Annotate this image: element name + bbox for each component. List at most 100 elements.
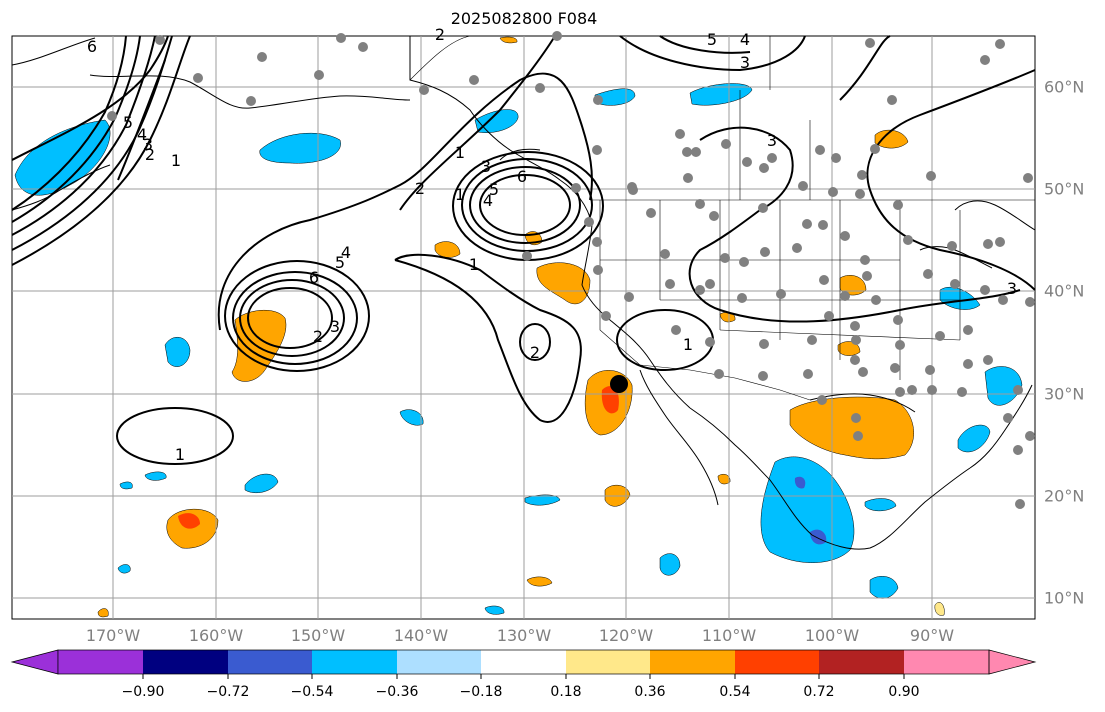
contour-label: 3 [481,157,491,176]
lon-label: 170°W [85,626,141,645]
lon-label: 90°W [909,626,955,645]
lon-label: 110°W [701,626,757,645]
station-dot [850,355,860,365]
contour-label: 5 [707,30,717,49]
station-dot [592,145,602,155]
station-dot [935,331,945,341]
colorbar [10,649,1037,679]
lon-label: 120°W [598,626,654,645]
station-dot [983,239,993,249]
station-dot [695,199,705,209]
contour-label: 3 [1007,279,1017,298]
station-dot [1015,499,1025,509]
station-dot [895,340,905,350]
station-dot [860,255,870,265]
colorbar-min-arrow [10,649,59,675]
station-dot [851,413,861,423]
station-dot [792,243,802,253]
contour-label: 2 [435,25,445,44]
station-dot [665,279,675,289]
station-dot [705,279,715,289]
station-dot [850,321,860,331]
contour-label: 1 [683,335,693,354]
contour-label: 3 [767,131,777,150]
station-dot [358,42,368,52]
station-dot [927,385,937,395]
station-dot [865,38,875,48]
station-dot [963,359,973,369]
station-dot [893,315,903,325]
station-dot [853,431,863,441]
contour-label: 3 [330,317,340,336]
colorbar-segment [143,650,228,674]
station-dot [957,387,967,397]
station-dot [601,311,611,321]
station-dot [682,147,692,157]
colorbar-tick: 0.54 [719,684,751,700]
colorbar-tick: −0.18 [459,684,503,700]
station-dot [871,295,881,305]
contour-label: 2 [313,327,323,346]
colorbar-segment [481,650,566,674]
contour-label: 1 [455,143,465,162]
station-dot [802,219,812,229]
station-dot [995,39,1005,49]
contour-label: 2 [145,145,155,164]
station-markers [107,31,1035,509]
station-dot [818,220,828,230]
station-dot [691,147,701,157]
station-dot [107,111,117,121]
station-dot [840,231,850,241]
station-dot [593,265,603,275]
station-dot [646,208,656,218]
contour-label: 3 [143,135,153,154]
station-dot [246,96,256,106]
colorbar-tick: 0.36 [634,684,666,700]
contour-label: 3 [740,53,750,72]
station-dot [831,153,841,163]
station-dot [828,187,838,197]
lat-label: 50°N [1044,179,1085,199]
station-dot [1025,431,1035,441]
station-dot [552,31,562,41]
station-dot [980,55,990,65]
contour-label: 6 [517,167,527,186]
contour-label: 1 [455,185,465,204]
station-dot [767,153,777,163]
lat-label: 10°N [1044,588,1085,608]
contour-label: 4 [740,30,750,49]
colorbar-tick: 0.18 [550,684,582,700]
station-dot [926,171,936,181]
station-dot [1025,297,1035,307]
station-dot [193,73,203,83]
station-dot [890,363,900,373]
contour-label: 2 [530,343,540,362]
contour-label: 1 [171,151,181,170]
contour-label: 5 [489,180,499,199]
station-dot [336,33,346,43]
contour-label: 4 [137,125,147,144]
station-dot [584,217,594,227]
station-dot [675,129,685,139]
station-dot [857,170,867,180]
station-dot [671,325,681,335]
station-dot [624,292,634,302]
contour-label: 2 [415,179,425,198]
station-dot [895,387,905,397]
colorbar-frame [57,649,990,675]
colorbar-segment [650,650,735,674]
station-dot [862,271,872,281]
lat-label: 60°N [1044,77,1085,97]
political-borders [409,35,1035,401]
station-dot [660,249,670,259]
colorbar-tick: −0.36 [375,684,419,700]
contour-label: 1 [175,445,185,464]
station-dot [593,95,603,105]
colorbar-tick: 0.72 [803,684,835,700]
station-dot [737,293,747,303]
station-dot [980,285,990,295]
colorbar-segment [312,650,397,674]
lat-label: 30°N [1044,384,1085,404]
station-dot [887,95,897,105]
station-dot [720,253,730,263]
